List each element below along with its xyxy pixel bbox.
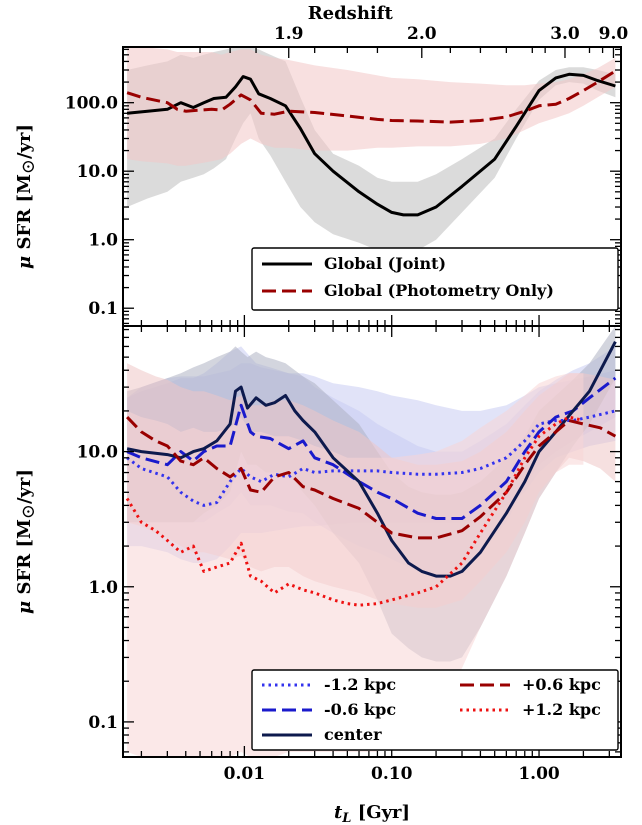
legend-label: center — [324, 725, 382, 744]
line-global-joint- — [126, 72, 616, 217]
redshift-tick-label: 3.0 — [550, 24, 580, 44]
y-tick-label: 10.0 — [77, 443, 119, 463]
ylabel-sun: ⊙ — [18, 504, 39, 519]
panel-frames — [122, 46, 622, 758]
ylabel-text: SFR [M — [14, 519, 35, 601]
xlabel-sub: L — [341, 811, 351, 825]
bottom-panel-legend: -1.2 kpc +0.6 kpc -0.6 kpc +1.2 kpc center — [251, 669, 619, 751]
bottom-panel-ylabel: μ SFR [M⊙/yr] — [14, 469, 39, 614]
line-center — [126, 341, 617, 578]
y-tick-label: 100.0 — [65, 94, 118, 114]
redshift-tick-label: 1.9 — [274, 24, 304, 44]
x-tick-label: 1.00 — [518, 764, 560, 784]
top-panel-ylabel: μ SFR [M⊙/yr] — [14, 124, 39, 269]
line--0-6-kpc — [126, 416, 617, 540]
top-axis-title: Redshift — [308, 3, 394, 24]
ylabel-end: /yr] — [14, 469, 35, 504]
band-global-photometry-only- — [127, 47, 616, 166]
line--1-2-kpc — [125, 415, 584, 607]
y-tick-label: 0.1 — [88, 299, 118, 319]
legend-label: +1.2 kpc — [522, 700, 601, 719]
ylabel-mu: μ — [14, 256, 35, 269]
legend-label: Global (Photometry Only) — [324, 281, 554, 300]
top-panel-bands — [127, 47, 616, 255]
legend-label: +0.6 kpc — [522, 675, 601, 694]
x-tick-label: 0.10 — [371, 764, 413, 784]
ylabel-mu: μ — [14, 601, 35, 614]
ylabel-sun: ⊙ — [18, 159, 39, 174]
bottom-panel-bands — [127, 326, 616, 757]
ylabel-text: SFR [M — [14, 174, 35, 256]
top-panel-lines — [126, 69, 617, 217]
top-panel-legend: Global (Joint) Global (Photometry Only) — [251, 247, 619, 311]
bottom-panel-lines — [125, 341, 617, 607]
ylabel-end: /yr] — [14, 124, 35, 159]
legend-label: Global (Joint) — [324, 254, 446, 273]
redshift-tick-label: 2.0 — [407, 24, 437, 44]
y-tick-label: 1.0 — [88, 578, 118, 598]
y-tick-label: 0.1 — [88, 713, 118, 733]
xlabel-unit: [Gyr] — [351, 802, 410, 823]
line--0-6-kpc — [126, 376, 617, 520]
legend-box — [251, 669, 619, 751]
y-tick-label: 1.0 — [88, 231, 118, 251]
legend-label: -1.2 kpc — [324, 675, 396, 694]
x-tick-label: 0.01 — [224, 764, 265, 784]
legend-box — [251, 247, 619, 311]
line-global-photometry-only- — [126, 69, 617, 124]
xlabel-var: t — [334, 802, 343, 823]
y-tick-label: 10.0 — [77, 162, 119, 182]
legend-label: -0.6 kpc — [324, 700, 396, 719]
x-axis-title: tL [Gyr] — [334, 802, 410, 825]
tick-labels: 0.1 1.0 10.0 100.0 0.1 1.0 10.0 0.01 0.10 1.00 1.9… — [65, 24, 629, 784]
redshift-tick-label: 9.0 — [599, 24, 629, 44]
bottom-panel-frame — [122, 325, 622, 758]
